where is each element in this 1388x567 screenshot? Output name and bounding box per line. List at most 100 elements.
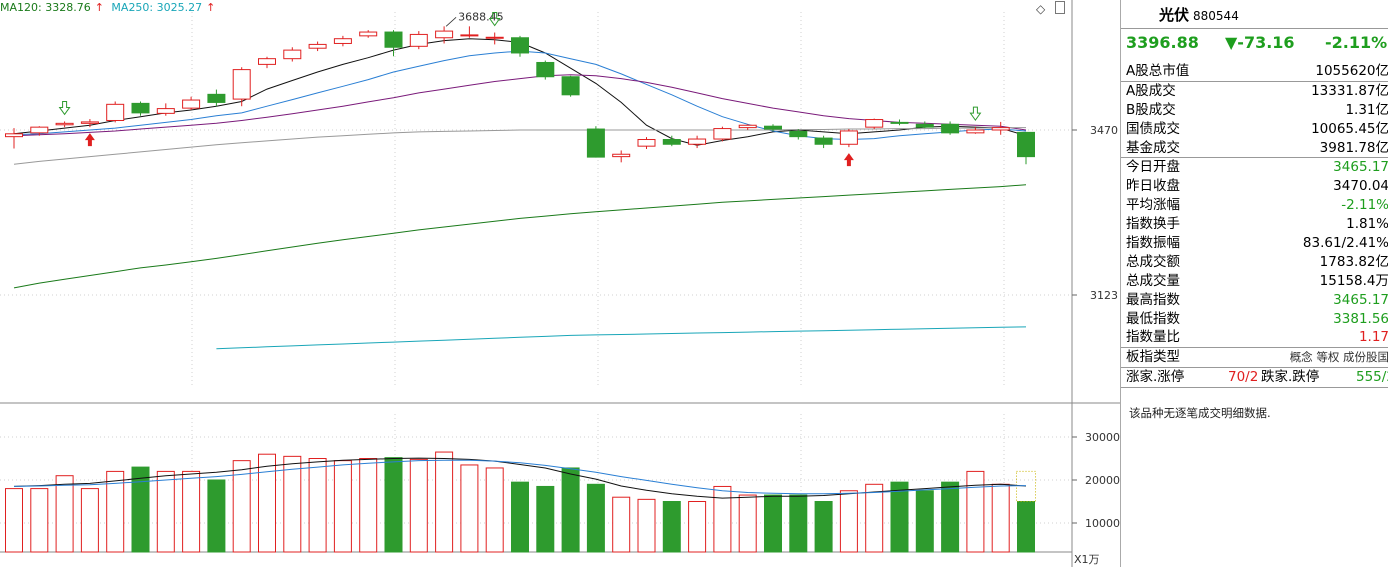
candle-body	[106, 103, 125, 121]
ma120-arrow-icon: ↑	[94, 1, 104, 14]
volume-bar	[839, 490, 858, 553]
index-name: 光伏 880544	[1159, 4, 1239, 25]
stat-value: 1.31亿	[1345, 101, 1388, 118]
sell-signal-icon	[488, 12, 501, 27]
stat-value: 83.61/2.41%	[1302, 235, 1388, 252]
volume-bar	[182, 470, 201, 553]
stat-row: 指数量比 1.17	[1121, 328, 1388, 347]
stat-value: 3465.17	[1333, 291, 1388, 308]
stat-value: 1055620亿	[1315, 63, 1388, 79]
candle-body	[991, 127, 1010, 131]
candle-body	[333, 38, 352, 44]
ma250-label: MA250: 3025.27 ↑	[111, 1, 215, 14]
candle-body	[283, 49, 302, 60]
stats-table: A股总市值 1055620亿 A股成交 13331.87亿 B股成交 1.31亿 国债成交 1…	[1121, 62, 1388, 389]
stat-label: 国债成交	[1126, 120, 1180, 137]
sell-signal-icon	[969, 106, 982, 122]
candle-body	[30, 126, 49, 134]
volume-bar	[789, 494, 808, 553]
stat-row: 基金成交 3981.78亿	[1121, 139, 1388, 158]
stat-value: 1.17	[1358, 329, 1388, 346]
candle-body	[207, 93, 226, 103]
stat-value: 1783.82亿	[1319, 253, 1388, 270]
volume-bar	[435, 451, 454, 553]
volume-bar	[991, 483, 1010, 553]
stat-label: 总成交量	[1126, 272, 1180, 289]
stat-value: 10065.45亿	[1311, 120, 1388, 137]
diamond-icon[interactable]: ◇	[1036, 2, 1046, 16]
volume-bar	[865, 483, 884, 553]
volume-bar	[359, 458, 378, 553]
candle-body	[55, 122, 74, 126]
candle-body	[865, 119, 884, 128]
volume-bar	[55, 475, 74, 553]
candle-body	[460, 34, 479, 37]
price-change: ▼-73.16	[1225, 33, 1295, 52]
volume-bar	[80, 488, 99, 553]
buy-signal-icon	[84, 133, 95, 147]
stat-row: 最低指数 3381.56	[1121, 310, 1388, 329]
candle-body	[1017, 131, 1035, 158]
candle-body	[738, 124, 757, 129]
volume-bar	[283, 455, 302, 553]
stat-label: 最低指数	[1126, 310, 1180, 327]
stat-value: 13331.87亿	[1311, 82, 1388, 99]
volume-unit-label: X1万	[1074, 553, 1100, 566]
index-code: 880544	[1193, 9, 1239, 23]
volume-bar	[131, 466, 150, 553]
stat-value: -2.11%	[1341, 197, 1388, 214]
ma-line	[13, 184, 1027, 289]
stat-row: 平均涨幅 -2.11%	[1121, 196, 1388, 215]
ma-line	[13, 127, 1026, 165]
stat-label: 平均涨幅	[1126, 197, 1180, 214]
stat-value: 15158.4万	[1319, 272, 1388, 289]
buy-signal-icon	[843, 153, 854, 167]
board-type-row: 板指类型 概念 等权 成份股国	[1121, 348, 1388, 367]
stat-label: 总成交额	[1126, 253, 1180, 270]
candle-body	[839, 130, 858, 145]
volume-bar	[612, 496, 631, 553]
stat-row: A股总市值 1055620亿	[1121, 62, 1388, 81]
candle-body	[511, 37, 529, 54]
candle-body	[890, 121, 909, 124]
stat-value: 1.81%	[1346, 216, 1388, 233]
volume-bar	[5, 488, 23, 553]
volume-tick-label: 10000	[1085, 517, 1120, 530]
ma-legend: MA120: 3328.76 ↑ MA250: 3025.27 ↑	[0, 1, 219, 14]
stat-row: 昨日收盘 3470.04	[1121, 177, 1388, 196]
candle-body	[915, 123, 934, 128]
decliners-label: 跌家.跌停	[1261, 369, 1320, 386]
price-tick-label: 3123	[1090, 289, 1118, 302]
candle-body	[258, 58, 276, 65]
stat-label: 指数换手	[1126, 216, 1180, 233]
scrollbar-icon[interactable]	[1055, 1, 1066, 14]
ma-line	[216, 326, 1027, 350]
volume-bar	[637, 498, 656, 553]
candle-body	[308, 43, 327, 49]
candle-body	[384, 31, 403, 48]
stat-row: 国债成交 10065.45亿	[1121, 120, 1388, 139]
ma120-value: MA120: 3328.76	[0, 1, 91, 14]
volume-bar	[156, 470, 175, 553]
candle-body	[359, 31, 378, 37]
stat-row: 总成交额 1783.82亿	[1121, 253, 1388, 272]
quote-panel: 光伏 880544 3396.88 ▼-73.16 -2.11% A股总市值 105…	[1120, 0, 1388, 567]
volume-tick-label: 30000	[1085, 431, 1120, 444]
candle-body	[637, 139, 656, 147]
stat-value: 3470.04	[1333, 178, 1388, 195]
peak-pointer	[445, 17, 457, 27]
volume-bar	[485, 467, 504, 553]
volume-bar	[713, 485, 732, 553]
candle-body	[156, 108, 175, 114]
advance-decline-row: 涨家.涨停 70/2跌家.跌停 555/2	[1121, 368, 1388, 387]
candle-body	[713, 128, 732, 140]
board-type-value[interactable]: 概念 等权 成份股国	[1289, 350, 1388, 365]
stat-label: A股总市值	[1126, 63, 1190, 79]
stat-row: A股成交 13331.87亿	[1121, 82, 1388, 101]
volume-bar	[384, 457, 403, 553]
volume-bar	[662, 501, 681, 553]
volume-bar	[258, 453, 276, 553]
candle-body	[966, 129, 985, 134]
ma250-arrow-icon: ↑	[206, 1, 216, 14]
